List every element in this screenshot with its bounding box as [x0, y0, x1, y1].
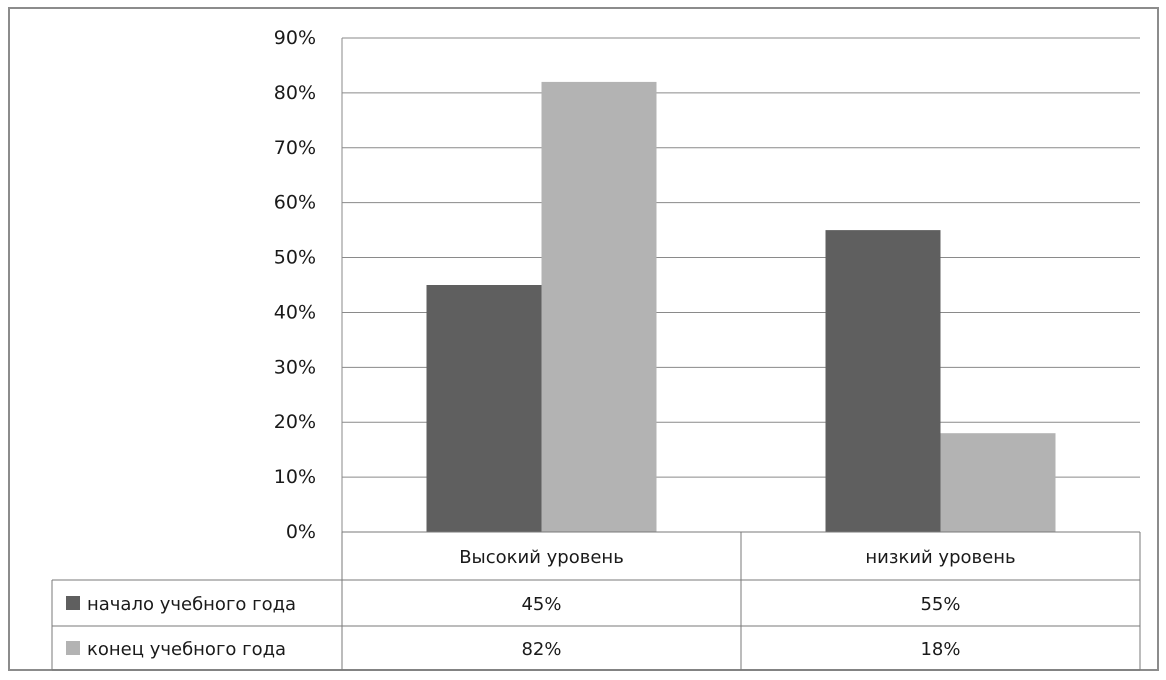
y-tick-label: 50%	[274, 247, 316, 269]
y-tick-label: 10%	[274, 466, 316, 488]
bar	[541, 81, 657, 533]
bar	[426, 285, 542, 532]
legend-label: конец учебного года	[87, 639, 286, 660]
y-axis-ticks: 0% 10% 20% 30% 40% 50% 60% 70% 80% 90%	[274, 27, 316, 543]
y-tick-label: 30%	[274, 356, 316, 378]
data-label: 55%	[920, 594, 960, 615]
y-tick-label: 40%	[274, 301, 316, 323]
category-label: Высокий уровень	[459, 547, 624, 568]
data-label: 18%	[920, 639, 960, 660]
y-tick-label: 0%	[286, 521, 316, 543]
y-tick-label: 70%	[274, 137, 316, 159]
bar	[825, 230, 941, 532]
y-tick-label: 60%	[274, 192, 316, 214]
bars	[426, 81, 1056, 533]
bar	[940, 433, 1056, 532]
data-label: 82%	[521, 639, 561, 660]
legend-swatch	[66, 641, 80, 655]
legend-label: начало учебного года	[87, 594, 296, 615]
y-tick-label: 20%	[274, 411, 316, 433]
y-tick-label: 80%	[274, 82, 316, 104]
category-label: низкий уровень	[865, 547, 1015, 568]
y-tick-label: 90%	[274, 27, 316, 49]
legend-swatch	[66, 596, 80, 610]
data-label: 45%	[521, 594, 561, 615]
data-table: Высокий уровень низкий уровень начало учеб…	[51, 531, 1141, 671]
